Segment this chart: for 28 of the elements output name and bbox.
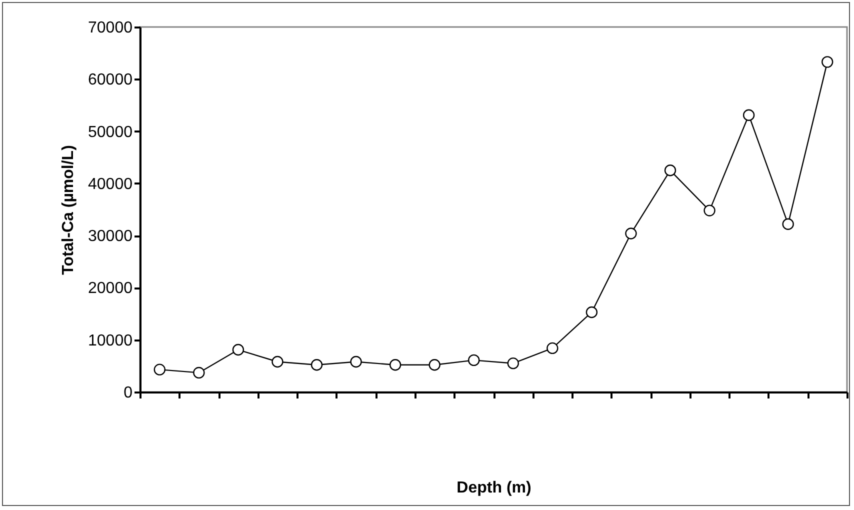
y-tick-label: 70000 (88, 20, 133, 36)
x-axis-title: Depth (m) (456, 480, 532, 496)
point (310, 359, 323, 371)
point (586, 306, 598, 318)
point (546, 342, 558, 354)
y-tick-label: 30000 (88, 228, 133, 246)
y-tick-label: 60000 (88, 72, 133, 89)
y-tick-label: 40000 (88, 176, 133, 193)
point (742, 109, 755, 121)
point (664, 164, 676, 176)
point (468, 354, 480, 366)
point (272, 356, 284, 368)
point (704, 204, 716, 216)
point (782, 218, 794, 230)
y-tick-label: 0 (124, 384, 133, 402)
point (350, 356, 362, 368)
y-tick-label: 50000 (88, 124, 133, 141)
point (193, 366, 205, 379)
point (389, 359, 402, 371)
y-axis-title: Total-Ca (µmol/L) (60, 145, 78, 275)
point (822, 56, 834, 68)
y-tick-label: 10000 (88, 332, 133, 350)
y-tick-label: 20000 (88, 280, 133, 298)
point (625, 228, 637, 240)
point (232, 344, 244, 356)
point (154, 364, 166, 376)
point (507, 357, 519, 370)
point (428, 359, 440, 371)
